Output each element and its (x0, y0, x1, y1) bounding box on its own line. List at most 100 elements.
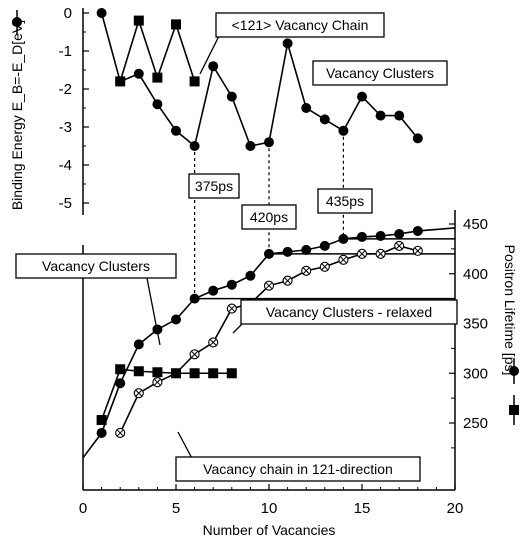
bottom-cluster-point (226, 279, 237, 290)
left-legend-circle-marker (12, 17, 22, 27)
top-chain-point (133, 15, 144, 26)
bottom-relaxed-point-cross (358, 250, 366, 258)
bottom-relaxed-point-cross (135, 389, 143, 397)
top-cluster-point (171, 125, 181, 136)
bottom-relaxed-point-cross (284, 277, 291, 285)
bottom-chain-point (208, 368, 219, 379)
bottom-relaxed-point-cross (377, 250, 384, 258)
x-tick-label: 10 (261, 500, 278, 517)
x-axis-title: Number of Vacancies (203, 522, 336, 538)
top-y-tick-label: -1 (59, 43, 72, 60)
bottom-cluster-point (301, 244, 312, 255)
top-cluster-point (394, 110, 405, 121)
bottom-cluster-point (133, 339, 144, 350)
bottom-cluster-point (357, 231, 367, 242)
top-cluster-point (96, 8, 107, 18)
x-tick-label: 20 (447, 500, 464, 517)
right-y-tick-label: 250 (463, 415, 488, 432)
bottom-cluster-point (264, 248, 274, 259)
top-y-tick-label: -3 (59, 119, 72, 136)
top-y-tick-label: -4 (59, 157, 72, 174)
annotation-vacancy-chain-121-direction-box (175, 456, 421, 482)
top-chain-point (189, 76, 200, 87)
bottom-cluster-point (394, 228, 405, 239)
right-legend-circle-marker (509, 366, 519, 376)
bottom-relaxed-point-cross (302, 267, 310, 275)
top-y-tick-label: 0 (64, 5, 72, 22)
bottom-cluster-point (208, 285, 219, 296)
top-cluster-point (133, 68, 144, 79)
bottom-relaxed-point-cross (321, 263, 329, 271)
top-cluster-point (375, 110, 386, 121)
annotation-vacancy-clusters-relaxed: Vacancy Clusters - relaxed (266, 304, 432, 320)
bottom-relaxed-point-cross (209, 339, 217, 346)
annotation-420ps: 420ps (250, 209, 288, 225)
top-series-vacancy-chain-line (119, 17, 196, 82)
bottom-cluster-point (319, 240, 330, 251)
top-cluster-point (319, 114, 330, 125)
annotation-121-vacancy-chain: <121> Vacancy Chain (232, 17, 369, 33)
annotation-375ps-box (188, 173, 240, 199)
bottom-relaxed-point-cross (116, 429, 124, 437)
top-chain-point (115, 76, 126, 87)
top-chain-point (152, 72, 163, 83)
clusters-pointer-line (144, 267, 161, 346)
bottom-relaxed-point-cross (154, 378, 161, 386)
bottom-cluster-point (96, 427, 107, 438)
top-cluster-point (282, 38, 293, 49)
annotation-375ps: 375ps (195, 178, 233, 194)
bottom-cluster-point (338, 233, 349, 244)
right-y-tick-label: 300 (463, 365, 488, 382)
top-cluster-point (412, 133, 423, 144)
top-cluster-point (357, 91, 367, 102)
bottom-relaxed-point-cross (414, 247, 422, 255)
bottom-cluster-point (282, 246, 293, 257)
annotation-vacancy-chain-121-direction: Vacancy chain in 121-direction (203, 461, 393, 477)
right-legend-square-marker (509, 405, 519, 415)
bottom-relaxed-point-cross (265, 282, 273, 290)
right-y-tick-label: 450 (463, 216, 488, 233)
top-cluster-point (245, 141, 256, 151)
x-tick-label: 15 (354, 500, 371, 517)
top-cluster-point (189, 141, 200, 151)
bottom-chain-point (226, 368, 237, 379)
bottom-cluster-point (115, 378, 126, 389)
top-cluster-point (301, 103, 312, 113)
right-y-tick-label: 350 (463, 316, 488, 333)
top-y-tick-label: -2 (59, 81, 72, 98)
bottom-chain-point (189, 368, 200, 379)
annotation-vacancy-clusters-top-box (312, 60, 448, 86)
top-cluster-point (264, 137, 274, 148)
x-tick-label: 5 (172, 500, 180, 517)
right-y-tick-label: 400 (463, 266, 488, 283)
bottom-cluster-point (245, 270, 256, 281)
bottom-chain-point (96, 415, 107, 426)
bottom-chain-point (115, 364, 126, 375)
bottom-cluster-point (171, 314, 181, 325)
top-cluster-point (208, 61, 219, 72)
annotation-vacancy-clusters-bottom: Vacancy Clusters (42, 258, 150, 274)
bottom-cluster-point (375, 230, 386, 241)
top-y-tick-label: -5 (59, 195, 72, 212)
bottom-relaxed-point-cross (340, 256, 347, 264)
top-cluster-point (226, 91, 237, 102)
top-cluster-point (338, 125, 349, 136)
bottom-chain-point (133, 366, 144, 377)
annotation-121-vacancy-chain-box (215, 12, 385, 38)
bottom-chain-point (171, 368, 181, 379)
bottom-cluster-point (412, 225, 423, 236)
annotation-vacancy-clusters-relaxed-box (240, 299, 458, 325)
x-tick-label: 0 (79, 500, 87, 517)
bottom-relaxed-point-cross (395, 242, 403, 250)
top-chain-point (171, 19, 181, 30)
top-cluster-point (152, 99, 163, 110)
annotation-420ps-box (241, 204, 297, 230)
right-axis-title: Positron Lifetime [ps] (502, 245, 518, 376)
bottom-relaxed-point-cross (228, 305, 236, 312)
annotation-vacancy-clusters-top: Vacancy Clusters (326, 65, 434, 81)
left-axis-title: Binding Energy E_B=-E_D[eV] (9, 20, 25, 210)
annotation-vacancy-clusters-bottom-box (15, 253, 177, 279)
bottom-cluster-point (189, 293, 200, 304)
